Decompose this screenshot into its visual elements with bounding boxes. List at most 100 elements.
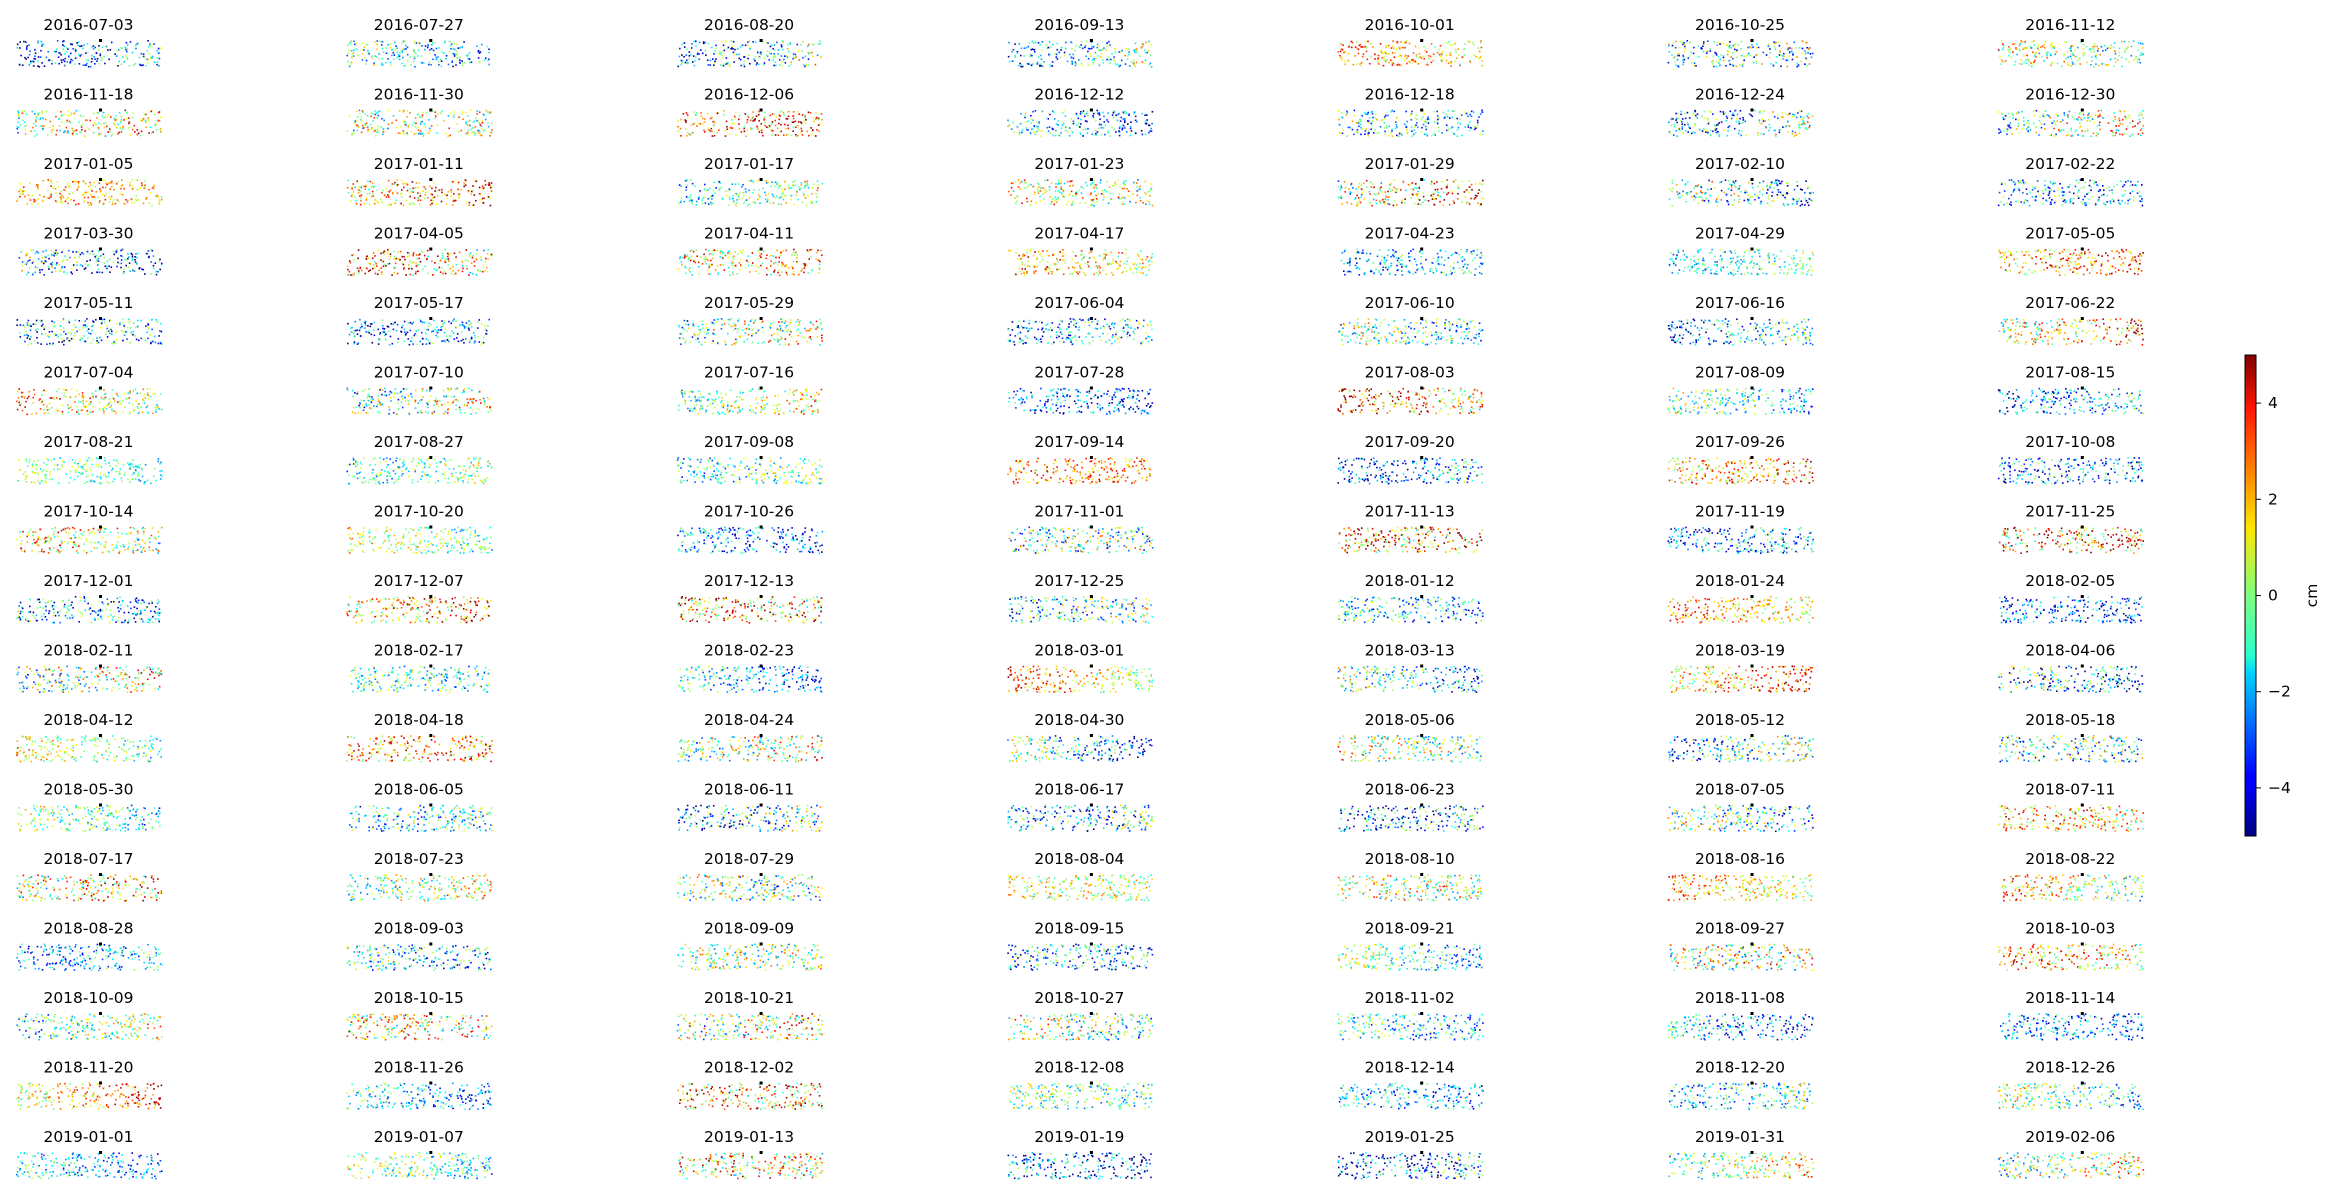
data-point — [23, 110, 25, 113]
data-point — [1450, 62, 1452, 64]
data-point — [375, 112, 378, 114]
data-point — [792, 111, 795, 113]
data-point — [406, 132, 408, 134]
data-point — [1071, 63, 1074, 65]
data-point — [1717, 130, 1719, 133]
data-point — [2112, 134, 2114, 137]
data-point — [1428, 118, 1430, 121]
data-point — [746, 121, 748, 124]
data-point — [389, 46, 392, 49]
data-point — [1481, 60, 1483, 62]
data-point — [378, 58, 381, 60]
data-point — [1098, 123, 1101, 126]
data-point — [2042, 192, 2045, 195]
data-point — [39, 118, 41, 121]
data-point — [36, 186, 39, 188]
data-point — [51, 60, 53, 62]
data-point — [677, 65, 680, 68]
data-point — [1368, 62, 1371, 65]
data-point — [760, 51, 763, 54]
data-point — [2090, 135, 2092, 138]
data-point — [76, 261, 78, 264]
data-point — [1791, 50, 1793, 53]
data-point — [1687, 57, 1690, 59]
data-point — [76, 269, 78, 271]
reference-point — [1420, 108, 1424, 112]
data-point — [1340, 59, 1343, 62]
data-point — [402, 56, 404, 59]
data-point — [130, 198, 133, 200]
data-point — [1068, 127, 1071, 129]
data-point — [1347, 52, 1350, 55]
data-point — [1788, 125, 1791, 127]
data-point — [1429, 55, 1432, 58]
data-point — [815, 112, 817, 114]
data-point — [106, 183, 108, 186]
data-point — [2039, 116, 2041, 119]
data-point — [52, 187, 54, 190]
data-point — [769, 202, 771, 205]
data-point — [728, 198, 731, 201]
data-point — [347, 179, 350, 182]
data-point — [1010, 182, 1013, 185]
data-point — [435, 186, 437, 189]
data-point — [1339, 54, 1341, 57]
data-point — [1026, 63, 1029, 65]
data-point — [125, 55, 127, 57]
data-point — [401, 179, 403, 182]
data-point — [1765, 54, 1768, 56]
data-point — [90, 194, 92, 196]
data-point — [1771, 191, 1774, 194]
data-point — [1727, 126, 1729, 129]
data-point — [795, 134, 797, 136]
data-point — [792, 126, 795, 129]
data-point — [149, 248, 152, 251]
data-point — [1683, 50, 1686, 53]
data-point — [1122, 118, 1125, 120]
data-point — [757, 51, 759, 54]
data-point — [1383, 118, 1386, 120]
data-point — [1080, 133, 1082, 135]
data-point — [1388, 203, 1391, 206]
data-point — [1346, 113, 1349, 115]
data-point — [1358, 199, 1361, 202]
data-point — [677, 120, 679, 122]
data-point — [111, 180, 113, 183]
data-point — [1703, 110, 1705, 113]
data-point — [72, 181, 74, 183]
data-point — [1774, 42, 1776, 45]
data-point — [1097, 49, 1100, 51]
data-point — [810, 127, 812, 129]
data-point — [744, 113, 747, 115]
data-point — [2076, 118, 2078, 120]
data-point — [1077, 122, 1080, 124]
data-point — [392, 191, 394, 194]
data-point — [780, 203, 783, 206]
data-point — [1792, 198, 1795, 201]
data-point — [31, 273, 34, 276]
data-point — [1140, 46, 1143, 49]
data-point — [432, 199, 434, 202]
data-point — [1381, 191, 1384, 193]
data-point — [1129, 134, 1131, 137]
data-point — [1014, 180, 1017, 183]
data-point — [1781, 116, 1784, 118]
data-point — [715, 47, 718, 50]
data-point — [412, 274, 414, 276]
data-point — [1098, 127, 1100, 130]
data-point — [24, 56, 26, 59]
data-point — [1451, 190, 1454, 193]
data-point — [1791, 203, 1794, 205]
data-point — [1108, 40, 1110, 43]
data-point — [793, 180, 796, 182]
data-point — [2114, 118, 2116, 121]
data-point — [2125, 118, 2127, 120]
data-point — [2067, 116, 2069, 119]
panel-points — [346, 40, 490, 68]
data-point — [2015, 118, 2017, 121]
data-point — [1374, 53, 1376, 56]
data-point — [359, 190, 362, 193]
data-point — [1468, 41, 1471, 43]
data-point — [1347, 126, 1350, 129]
data-point — [1397, 55, 1400, 58]
